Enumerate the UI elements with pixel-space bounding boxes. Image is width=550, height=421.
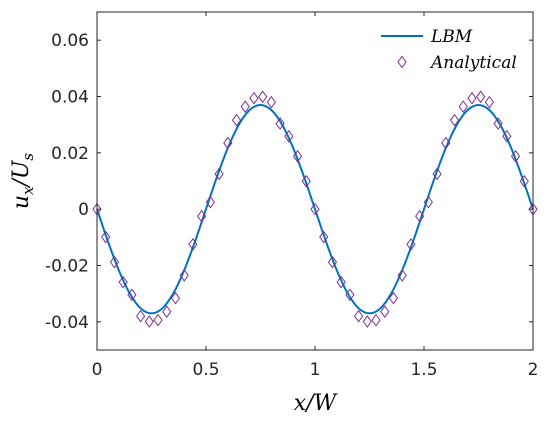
y-tick-label: -0.04	[45, 313, 89, 333]
y-tick-label: 0.04	[51, 88, 89, 108]
series-analytical-point	[258, 90, 268, 104]
series-analytical-point	[284, 129, 294, 143]
series-analytical-point	[345, 288, 355, 302]
series-analytical-point	[292, 149, 303, 163]
series-analytical-point	[467, 91, 477, 105]
series-analytical-point	[415, 209, 425, 223]
series-lbm-line	[96, 103, 534, 315]
series-analytical-point	[353, 309, 364, 323]
x-tick-label: 2	[528, 360, 539, 380]
series-analytical-point	[397, 269, 407, 282]
series-analytical-point	[388, 291, 399, 305]
series-analytical-point	[109, 255, 120, 269]
axes-box	[96, 11, 534, 351]
series-analytical-point	[449, 113, 460, 127]
series-analytical-point	[432, 167, 442, 181]
x-axis-label: x/W	[294, 391, 339, 416]
series-analytical-point	[310, 202, 320, 216]
x-tick-label: 0	[92, 360, 103, 380]
legend: LBM Analytical	[381, 27, 517, 73]
series-analytical-point	[162, 305, 172, 319]
series-analytical-point	[153, 313, 163, 327]
series-analytical-point	[371, 313, 381, 327]
series-analytical-point	[275, 117, 285, 130]
series-analytical-point	[458, 100, 468, 113]
y-tick-label: -0.02	[45, 257, 89, 277]
series-analytical-point	[118, 275, 128, 289]
series-analytical-point	[179, 269, 189, 282]
series-analytical-point	[188, 238, 198, 251]
series-analytical-point	[249, 91, 259, 105]
legend-marker-analytical	[397, 55, 407, 69]
legend-label-lbm: LBM	[430, 27, 473, 47]
series-analytical-point	[240, 100, 250, 113]
y-axis-label: ux/Us	[9, 153, 37, 210]
y-tick-label: 0.06	[51, 31, 89, 51]
series-analytical-point	[423, 195, 433, 209]
series-analytical-point	[493, 117, 503, 130]
series-analytical-point	[336, 275, 346, 289]
series-analytical-point	[502, 129, 512, 143]
series-analytical-point	[319, 230, 329, 244]
series-analytical-point	[223, 136, 233, 150]
series-layer	[92, 90, 538, 328]
y-tick-label: 0.02	[51, 144, 89, 164]
series-analytical-point	[476, 90, 486, 104]
series-analytical-point	[301, 174, 311, 188]
series-analytical-point	[362, 315, 372, 328]
series-analytical-point	[266, 95, 277, 109]
x-tick-label: 1.5	[410, 360, 437, 380]
series-analytical-point	[205, 195, 215, 209]
x-tick-label: 0.5	[192, 360, 219, 380]
series-analytical-point	[135, 309, 146, 323]
series-analytical-point	[510, 149, 521, 163]
series-analytical-point	[231, 113, 242, 127]
series-analytical-point	[327, 255, 338, 269]
series-analytical-point	[441, 136, 451, 150]
series-analytical-point	[170, 291, 181, 305]
legend-label-analytical: Analytical	[429, 53, 517, 73]
series-analytical-point	[519, 174, 529, 188]
series-analytical-point	[214, 167, 224, 181]
series-analytical-point	[380, 305, 390, 319]
series-analytical-point	[144, 315, 154, 328]
series-analytical-point	[101, 230, 111, 244]
series-analytical-point	[406, 238, 416, 251]
series-analytical-point	[484, 95, 495, 109]
y-tick-label: 0	[78, 200, 89, 220]
ticks-layer: 0 0.5 1 1.5 2 -0.04 -0.02 0 0.02 0.04 0.06	[45, 12, 538, 380]
series-analytical-point	[197, 209, 207, 223]
series-analytical-point	[127, 288, 137, 302]
x-tick-label: 1	[310, 360, 321, 380]
